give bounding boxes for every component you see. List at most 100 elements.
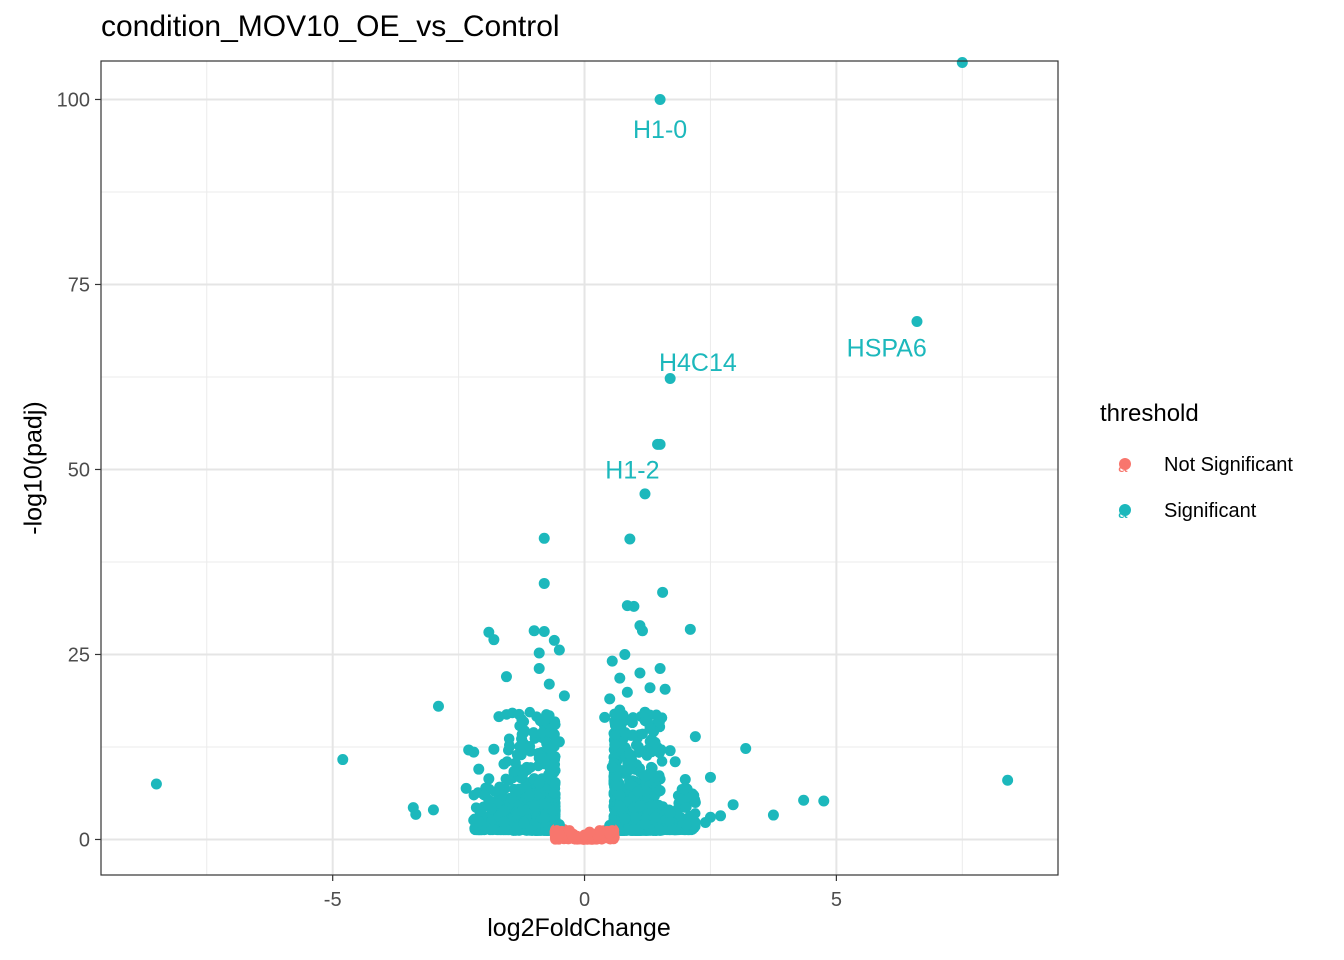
significant-point xyxy=(798,794,810,806)
significant-point xyxy=(634,800,646,812)
y-tick-label: 50 xyxy=(68,459,90,481)
significant-point xyxy=(528,799,540,811)
cloud-point xyxy=(640,785,652,797)
cloud-point xyxy=(549,779,561,790)
cloud-point xyxy=(678,783,690,795)
cloud-point xyxy=(494,781,505,793)
cloud-point xyxy=(511,749,523,761)
significant-point xyxy=(508,765,520,777)
significant-point xyxy=(644,722,656,734)
significant-point xyxy=(609,730,621,742)
cloud-point xyxy=(637,728,648,740)
cloud-point xyxy=(663,815,675,827)
significant-point xyxy=(538,577,550,589)
significant-point xyxy=(639,818,651,830)
cloud-point xyxy=(689,808,701,819)
significant-point xyxy=(553,644,565,656)
significant-point xyxy=(624,748,636,760)
significant-point xyxy=(488,743,500,755)
significant-point xyxy=(518,817,530,829)
not-significant-point xyxy=(584,826,596,838)
cloud-point xyxy=(517,768,529,780)
significant-point xyxy=(644,682,656,694)
significant-point xyxy=(543,678,555,690)
legend-key-not-significant: a xyxy=(1100,453,1148,477)
significant-point xyxy=(628,600,640,612)
significant-point xyxy=(639,488,651,500)
cloud-point xyxy=(549,751,560,763)
cloud-point xyxy=(511,824,522,836)
significant-point xyxy=(699,816,711,828)
cloud-point xyxy=(629,812,641,823)
cloud-point xyxy=(548,805,559,816)
cloud-point xyxy=(680,819,692,831)
significant-point xyxy=(664,807,676,819)
significant-point xyxy=(485,802,497,814)
significant-point xyxy=(634,667,646,679)
significant-point xyxy=(609,739,621,751)
x-tick-label: 5 xyxy=(831,889,842,911)
cloud-point xyxy=(614,800,626,812)
cloud-point xyxy=(654,717,665,728)
significant-point xyxy=(460,782,472,794)
legend-item-significant: a Significant xyxy=(1100,488,1293,534)
significant-point xyxy=(740,742,752,754)
significant-point xyxy=(689,731,701,743)
significant-point xyxy=(543,768,555,780)
significant-point xyxy=(626,717,638,729)
significant-point xyxy=(649,737,661,749)
significant-point xyxy=(659,683,671,695)
not-significant-point xyxy=(594,825,606,837)
significant-point xyxy=(657,586,669,598)
significant-point xyxy=(664,745,676,757)
significant-point xyxy=(654,663,666,675)
cloud-point xyxy=(630,739,642,751)
cloud-point xyxy=(625,764,636,775)
significant-point xyxy=(619,813,631,825)
cloud-point xyxy=(666,823,678,835)
y-axis-label: -log10(padj) xyxy=(19,401,48,535)
legend-label-significant: Significant xyxy=(1164,499,1257,522)
not-significant-point xyxy=(604,828,616,840)
significant-point xyxy=(473,816,485,828)
significant-point xyxy=(493,711,505,723)
y-tick-label: 100 xyxy=(57,89,90,111)
cloud-point xyxy=(516,805,528,817)
significant-point xyxy=(674,793,686,805)
cloud-point xyxy=(656,756,668,767)
significant-point xyxy=(337,754,349,766)
legend-item-not-significant: a Not Significant xyxy=(1100,442,1293,488)
significant-point xyxy=(636,625,648,637)
significant-point xyxy=(649,811,661,823)
significant-point xyxy=(513,708,525,720)
significant-point xyxy=(654,438,666,450)
x-tick-label: -5 xyxy=(324,889,342,911)
cloud-point xyxy=(646,800,658,811)
legend: threshold a Not Significant a Significan… xyxy=(1100,400,1293,534)
cloud-point xyxy=(611,780,623,792)
not-significant-point xyxy=(563,825,575,837)
significant-point xyxy=(669,756,681,768)
cloud-point xyxy=(506,793,518,804)
significant-point xyxy=(614,704,626,716)
significant-point xyxy=(488,634,500,646)
significant-point xyxy=(704,771,716,783)
significant-point xyxy=(614,789,626,801)
significant-point xyxy=(538,714,550,726)
significant-point xyxy=(956,56,968,68)
cloud-point xyxy=(487,824,498,836)
significant-point xyxy=(533,752,545,764)
minor-gridlines xyxy=(101,61,1058,875)
significant-point xyxy=(513,783,525,795)
significant-point xyxy=(664,372,676,384)
significant-point xyxy=(606,761,618,773)
significant-point xyxy=(523,790,535,802)
plot-panel-border xyxy=(100,60,1059,876)
significant-point xyxy=(410,808,422,820)
cloud-point xyxy=(611,719,623,730)
significant-point xyxy=(533,647,545,659)
cloud-point xyxy=(543,742,555,754)
cloud-point xyxy=(504,741,516,752)
significant-point xyxy=(558,690,570,702)
significant-point xyxy=(516,733,528,745)
